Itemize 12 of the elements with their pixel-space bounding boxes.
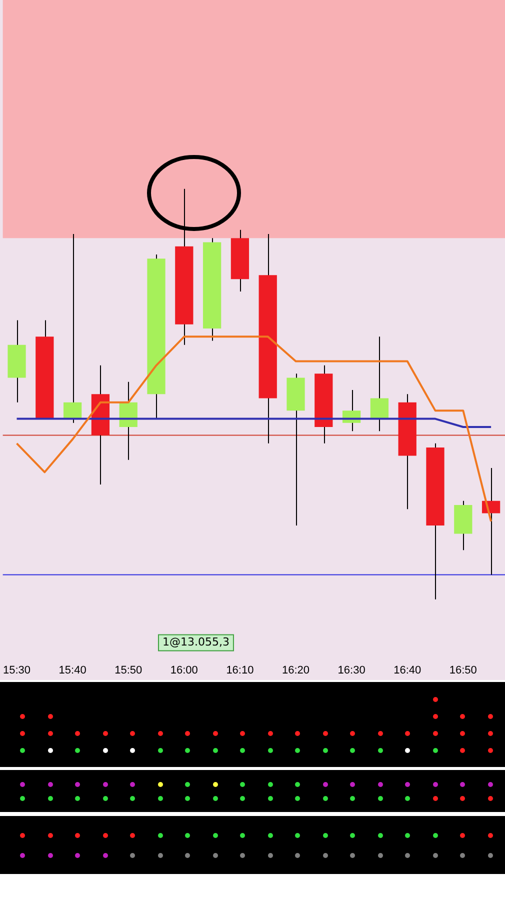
x-tick-label: 16:30 xyxy=(338,664,366,676)
text: 1@13.055,3 xyxy=(162,636,230,649)
x-tick-label: 16:10 xyxy=(226,664,254,676)
x-tick-label: 16:50 xyxy=(449,664,477,676)
candlestick xyxy=(370,336,389,432)
x-tick-label: 15:40 xyxy=(58,664,86,676)
x-tick-label: 15:50 xyxy=(114,664,142,676)
candlestick xyxy=(63,234,82,424)
x-tick-label: 16:20 xyxy=(282,664,310,676)
x-tick-label: 16:40 xyxy=(394,664,422,676)
x-tick-label: 15:30 xyxy=(3,664,31,676)
x-tick-label: 16:00 xyxy=(170,664,198,676)
